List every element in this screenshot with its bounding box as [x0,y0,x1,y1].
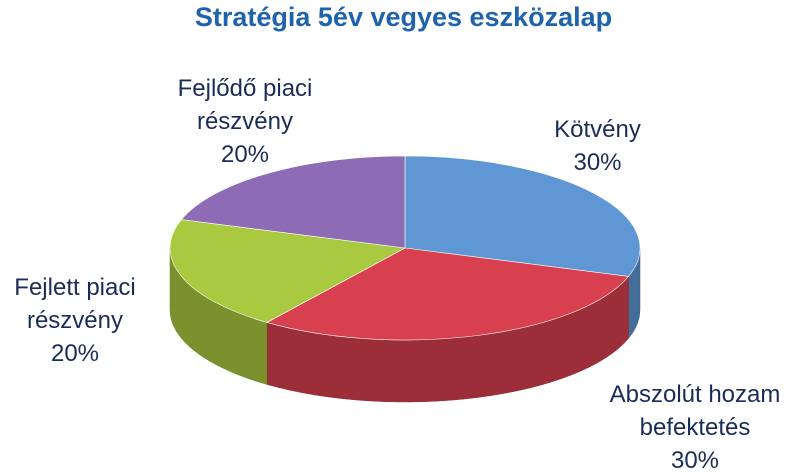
chart-title: Stratégia 5év vegyes eszközalap [194,2,613,32]
data-label: Kötvény 30% [515,113,680,179]
slice [180,155,406,249]
data-label: Abszolút hozam befektetés 30% [585,378,805,473]
data-label: Fejlett piaci részvény 20% [0,271,150,370]
slice [404,155,641,277]
slice [169,219,406,323]
value-label: 30% [573,149,622,176]
value-label: 20% [50,340,100,367]
value-label: 20% [220,141,270,168]
data-label: Fejlődő piaci részvény 20% [150,72,340,171]
value-label: 30% [670,447,720,473]
category-label: Abszolút hozam befektetés [609,381,781,441]
category-label: Fejlett piaci részvény [14,274,136,334]
category-label: Fejlődő piaci részvény [177,75,313,135]
category-label: Kötvény [554,116,641,143]
slice [266,247,630,341]
